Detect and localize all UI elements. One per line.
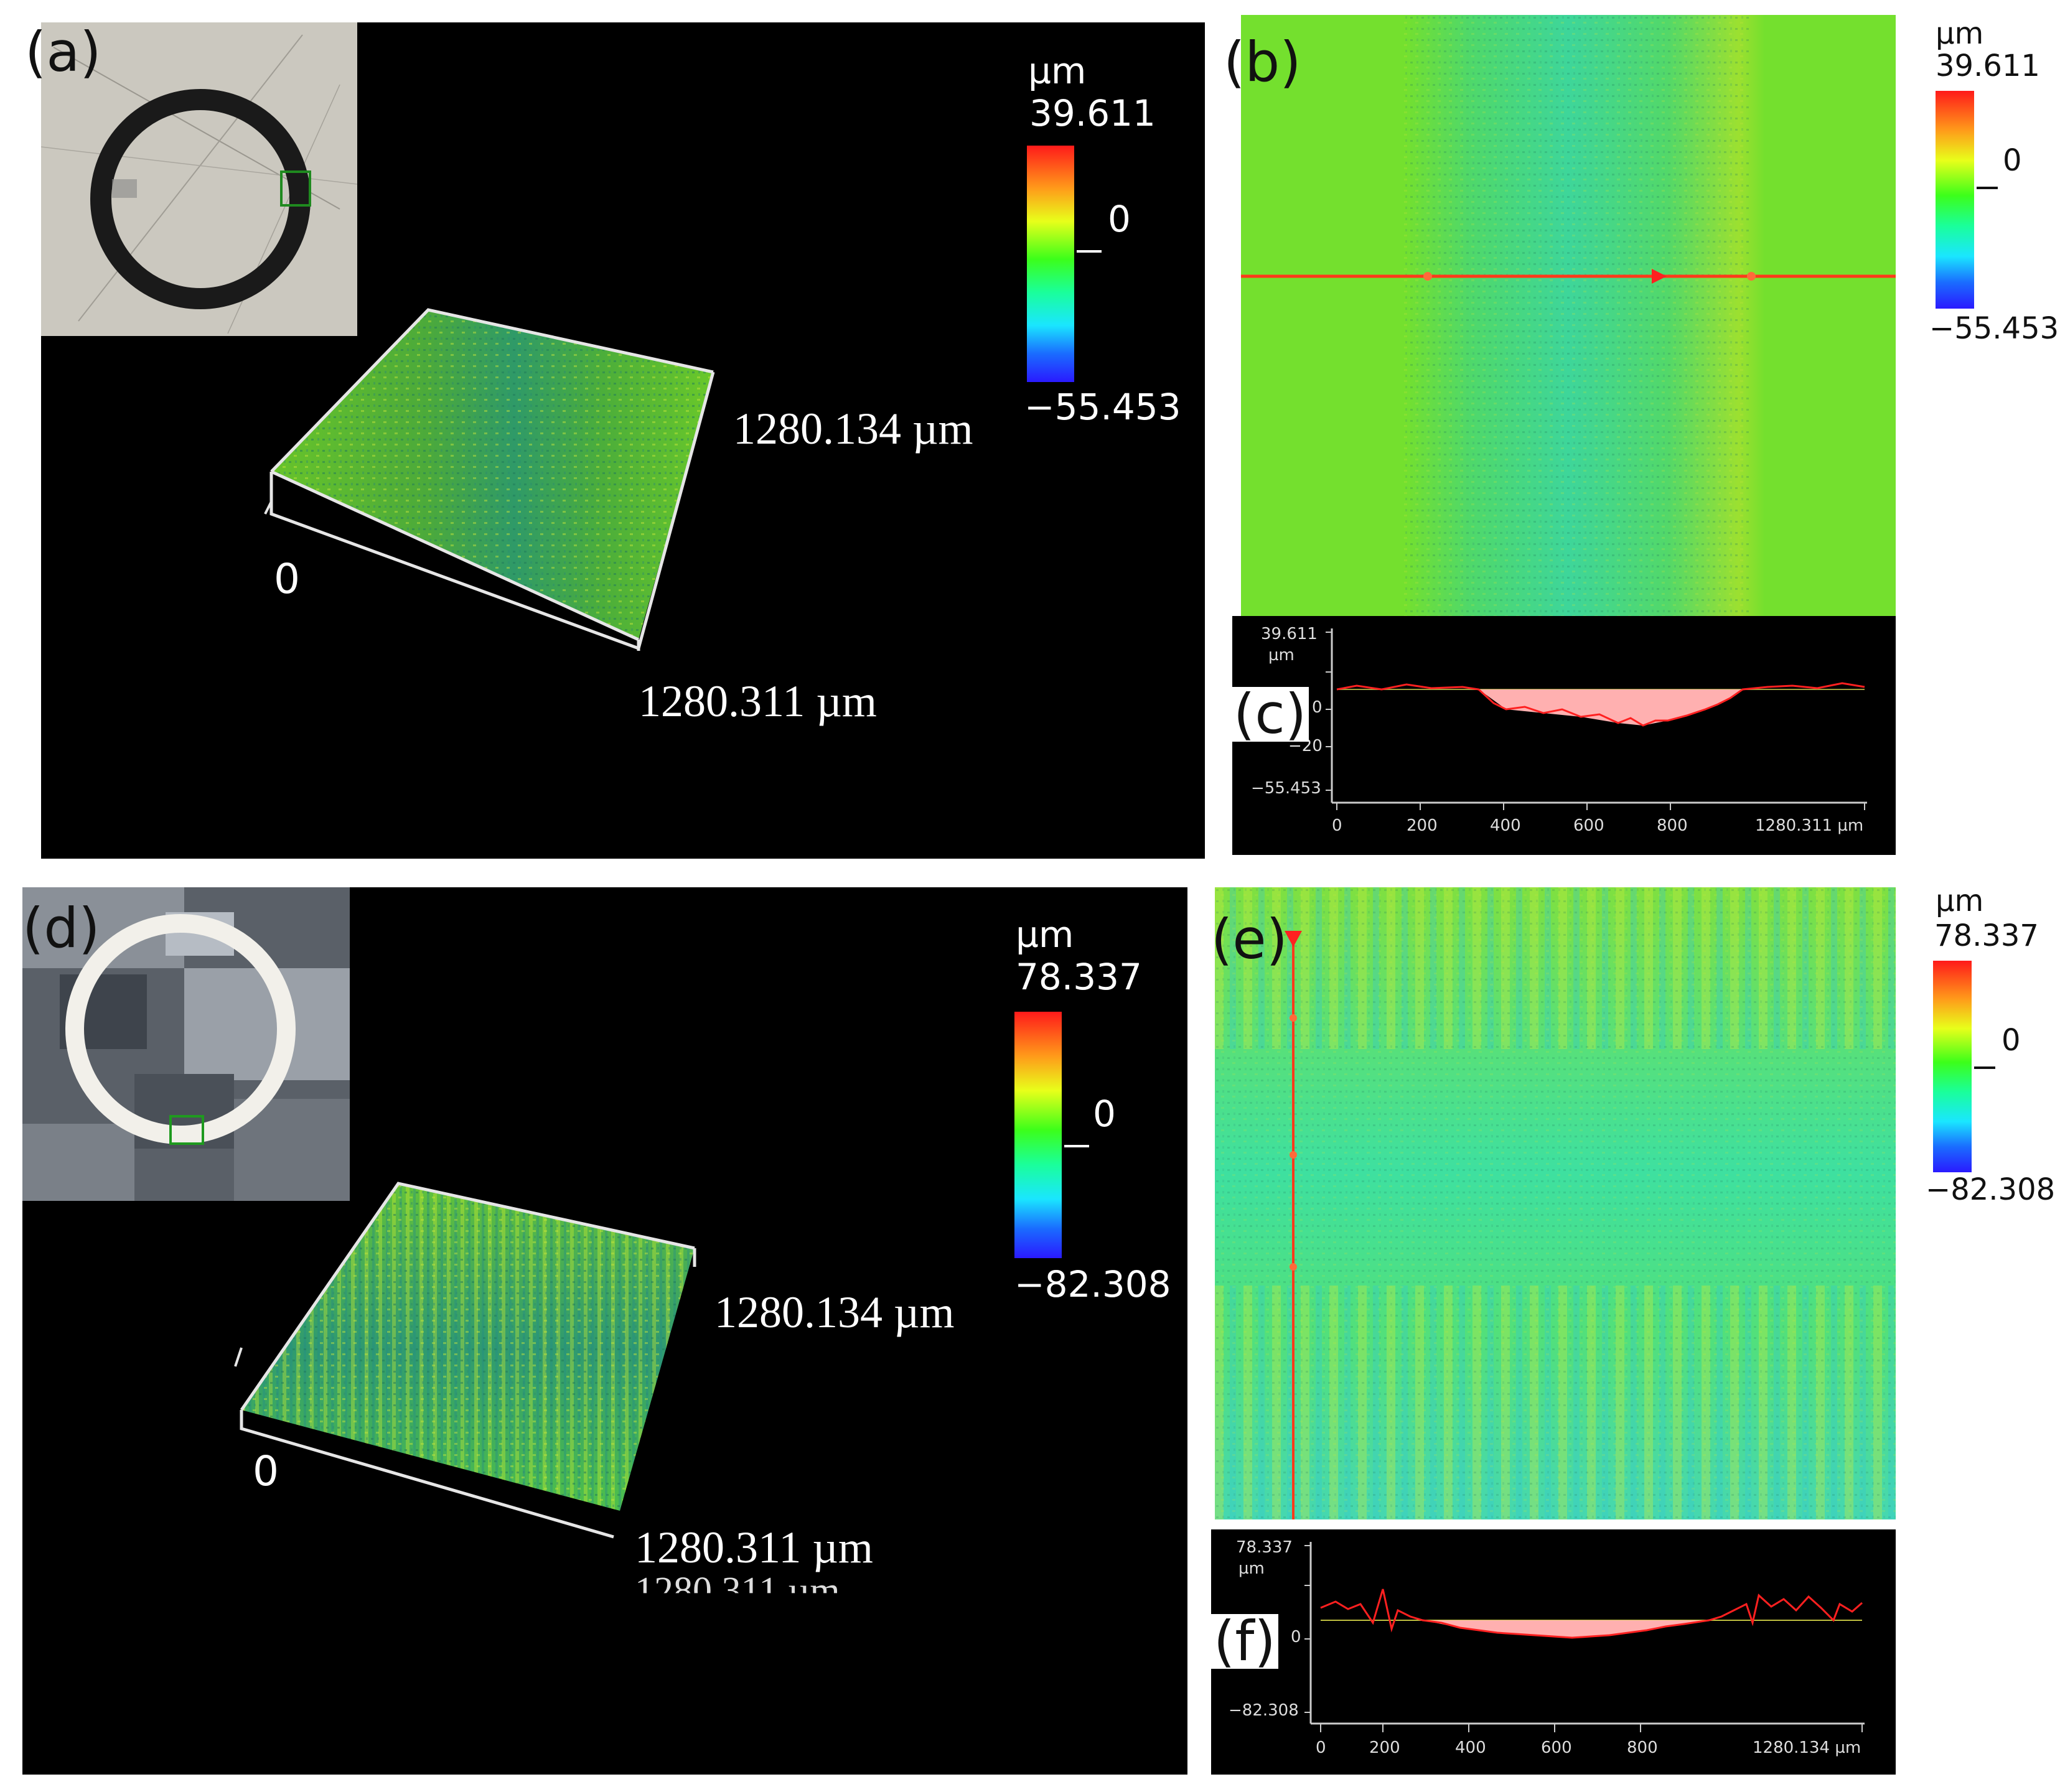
colorbar-max-b: 39.611 <box>1936 49 2040 83</box>
colorbar-zero: 0 <box>1108 198 1131 240</box>
colorbar-e <box>1933 961 1972 1172</box>
colorbar-min-b: −55.453 <box>1929 311 2059 346</box>
panel-b <box>1241 15 1896 668</box>
zero-tick <box>1077 250 1102 253</box>
x-tick-600: 600 <box>1573 816 1604 835</box>
colorbar-unit-e: µm <box>1936 884 1984 918</box>
profile-marker <box>1285 931 1302 947</box>
ring-sample-image <box>22 887 350 1201</box>
panel-f: 78.337 µm 0 −82.308 0 200 400 600 800 12… <box>1211 1529 1896 1775</box>
panel-label-d: (d) <box>22 896 100 960</box>
x-tick-200: 200 <box>1407 816 1438 835</box>
y-tick-max: 39.611 <box>1261 625 1318 643</box>
colorbar-zero: 0 <box>1093 1093 1116 1135</box>
y-tick-max: 78.337 <box>1236 1538 1293 1557</box>
selection-box <box>169 1115 204 1145</box>
y-tick-zero: 0 <box>1312 698 1323 717</box>
x-tick-800: 800 <box>1627 1738 1658 1757</box>
panel-d: 1280.134 µm 1280.311 µm 1280.311 µm 0 µm… <box>22 887 1187 1775</box>
zero-tick-b <box>1977 187 1998 189</box>
x-tick-400: 400 <box>1490 816 1521 835</box>
x-tick-200: 200 <box>1369 1738 1400 1757</box>
surface-3d-d <box>234 1182 696 1539</box>
x-tick-0: 0 <box>1332 816 1342 835</box>
dimension-y-label: 1280.134 µm <box>714 1287 955 1337</box>
profile-chart-c <box>1326 628 1867 810</box>
colorbar-unit-b: µm <box>1936 16 1984 51</box>
x-tick-800: 800 <box>1657 816 1688 835</box>
ring-sample-image <box>41 22 358 336</box>
panel-label-c: (c) <box>1231 687 1309 742</box>
colorbar-max: 78.337 <box>1016 956 1142 998</box>
colorbar-min-e: −82.308 <box>1926 1172 2056 1207</box>
colorbar-a <box>1027 146 1074 382</box>
inset-photo-d <box>22 887 350 1201</box>
surface-map-e <box>1215 887 1896 1519</box>
x-tick-600: 600 <box>1541 1738 1572 1757</box>
colorbar-unit: µm <box>1016 913 1074 956</box>
y-tick-zero: 0 <box>1291 1628 1301 1646</box>
panel-c: 39.611 µm 0 −20 −55.453 0 200 400 600 80… <box>1232 616 1896 855</box>
profile-series <box>1336 682 1865 727</box>
x-tick-400: 400 <box>1455 1738 1486 1757</box>
colorbar-max: 39.611 <box>1029 92 1156 134</box>
y-tick-unit: µm <box>1238 1559 1265 1578</box>
colorbar-max-e: 78.337 <box>1934 918 2039 953</box>
dimension-x-label: 1280.311 µm <box>635 1523 873 1572</box>
colorbar-zero-b: 0 <box>2003 143 2022 178</box>
origin-label: 0 <box>274 555 300 603</box>
dimension-y-label: 1280.134 µm <box>733 404 973 454</box>
inset-photo-a <box>41 22 358 336</box>
panel-label-b: (b) <box>1224 30 1301 94</box>
selection-box <box>280 170 311 207</box>
panel-label-a: (a) <box>25 20 101 84</box>
colorbar-min: −55.453 <box>1024 386 1181 428</box>
colorbar-b <box>1936 91 1974 309</box>
panel-label-f: (f) <box>1211 1614 1278 1669</box>
profile-chart-f <box>1304 1542 1865 1732</box>
dimension-x-ghost-label: 1280.311 µm <box>635 1570 840 1612</box>
panel-e <box>1215 887 1896 1519</box>
colorbar-zero-e: 0 <box>2001 1023 2021 1058</box>
panel-a: 1280.134 µm 1280.311 µm 0 µm 39.611 0 −5… <box>41 22 1205 859</box>
panel-label-e: (e) <box>1211 907 1288 971</box>
x-tick-end: 1280.311 µm <box>1755 816 1864 835</box>
x-tick-end: 1280.134 µm <box>1753 1738 1861 1757</box>
colorbar-unit: µm <box>1028 50 1087 92</box>
colorbar-min: −82.308 <box>1014 1263 1171 1305</box>
y-tick-min: −55.453 <box>1251 779 1321 798</box>
surface-map-b <box>1241 15 1896 668</box>
profile-series <box>1320 1589 1863 1639</box>
profile-marker <box>1652 269 1667 284</box>
origin-label: 0 <box>253 1447 279 1495</box>
y-tick-unit: µm <box>1268 646 1295 665</box>
colorbar-d <box>1014 1012 1062 1258</box>
x-tick-0: 0 <box>1316 1738 1326 1757</box>
y-tick-min: −82.308 <box>1229 1701 1299 1720</box>
surface-3d-a <box>264 308 715 651</box>
dimension-x-label: 1280.311 µm <box>639 676 877 726</box>
zero-tick-e <box>1974 1066 1995 1069</box>
zero-tick <box>1064 1145 1089 1147</box>
